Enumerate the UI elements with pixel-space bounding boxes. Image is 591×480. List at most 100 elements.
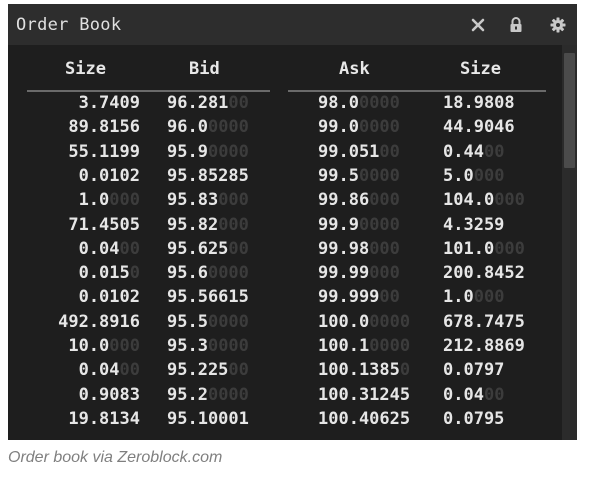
ask-size-value: 5.0 [443,165,474,186]
bid-size-value: 0.0102 [78,287,140,308]
ask-value: 100.0 [318,311,370,332]
bid-size-padding: 000 [109,190,140,211]
order-row[interactable]: 492.8916 95.50000 100.00000 678.7475 [8,312,577,337]
order-row[interactable]: 0.0150 95.60000 99.99000 200.8452 [8,263,577,288]
bid-value: 95.10001 [167,408,249,429]
order-row[interactable]: 0.0102 95.85285 99.50000 5.0000 [8,166,577,191]
order-row[interactable]: 1.0000 95.83000 99.86000 104.0000 [8,190,577,215]
bid-size-value: 1.0 [78,190,110,211]
bid-size-cell: 0.0400 [28,239,140,259]
ask-header-divider [288,90,546,92]
bid-size-cell: 0.0400 [28,360,140,380]
bid-cell: 95.60000 [167,263,277,283]
ask-size-cell: 0.4400 [443,142,553,162]
ask-size-cell: 0.0795 [443,409,553,429]
ask-cell: 99.99000 [318,263,433,283]
order-row[interactable]: 55.1199 95.90000 99.05100 0.4400 [8,142,577,167]
ask-size-cell: 104.0000 [443,190,553,210]
ask-value: 99.86 [318,190,370,211]
bid-cell: 95.22500 [167,360,277,380]
ask-value: 100.1385 [318,360,400,381]
bid-value: 95.3 [167,336,208,356]
ask-cell: 99.86000 [318,190,433,210]
ask-size-value: 101.0 [443,238,495,259]
order-row[interactable]: 0.9083 95.20000 100.31245 0.0400 [8,385,577,410]
order-row[interactable]: 3.7409 96.28100 98.00000 18.9808 [8,93,577,118]
ask-size-value: 1.0 [443,287,474,308]
bid-padding: 0000 [207,336,249,356]
order-row[interactable]: 71.4505 95.82000 99.90000 4.3259 [8,215,577,240]
ask-size-cell: 44.9046 [443,117,553,137]
close-icon[interactable] [463,4,493,45]
header-bid: Bid [189,59,220,79]
ask-size-cell: 678.7475 [443,312,553,332]
ask-size-cell: 0.0400 [443,385,553,405]
bid-size-cell: 89.8156 [28,117,140,137]
bid-value: 96.281 [167,93,229,113]
bid-value: 95.56615 [167,287,249,308]
ask-cell: 99.98000 [318,239,433,259]
order-row[interactable]: 0.0400 95.62500 99.98000 101.0000 [8,239,577,264]
ask-padding: 0000 [358,214,400,235]
order-row[interactable]: 19.8134 95.10001 100.40625 0.0795 [8,409,577,434]
bid-cell: 95.30000 [167,336,277,356]
ask-size-cell: 18.9808 [443,93,553,113]
bid-size-value: 89.8156 [68,117,140,138]
bid-padding: 0000 [207,141,249,162]
order-row[interactable]: 10.0000 95.30000 100.10000 212.8869 [8,336,577,361]
ask-cell: 98.00000 [318,93,433,113]
ask-padding: 000 [369,238,400,259]
bid-size-value: 0.015 [78,263,130,284]
bid-value: 95.5 [167,311,208,332]
bid-value: 96.0 [167,117,208,138]
bid-size-cell: 10.0000 [28,336,140,356]
ask-padding: 0000 [369,336,411,356]
header-bid-size: Size [65,59,106,79]
ask-size-cell: 212.8869 [443,336,553,356]
gear-icon[interactable] [545,4,571,45]
bid-size-cell: 19.8134 [28,409,140,429]
ask-value: 99.99 [318,263,370,284]
ask-value: 99.999 [318,287,380,308]
scrollbar-thumb[interactable] [564,53,575,168]
ask-value: 100.40625 [318,408,411,429]
ask-padding: 00 [379,287,400,308]
lock-icon[interactable] [503,4,529,45]
bid-cell: 95.50000 [167,312,277,332]
bid-size-value: 3.7409 [78,93,140,113]
ask-cell: 99.05100 [318,142,433,162]
bid-header-divider [27,90,270,92]
header-ask-size: Size [460,59,501,79]
ask-value: 99.5 [318,165,359,186]
ask-size-value: 0.0797 [443,360,505,381]
order-row[interactable]: 89.8156 96.00000 99.00000 44.9046 [8,117,577,142]
bid-size-cell: 0.0150 [28,263,140,283]
ask-size-cell: 101.0000 [443,239,553,259]
ask-size-padding: 000 [473,287,505,308]
ask-padding: 000 [369,190,400,211]
bid-cell: 95.20000 [167,385,277,405]
ask-padding: 0 [399,360,411,381]
bid-value: 95.82 [167,214,219,235]
ask-cell: 99.99900 [318,287,433,307]
ask-size-value: 4.3259 [443,214,505,235]
bid-size-value: 19.8134 [68,408,140,429]
bid-padding: 0000 [207,384,249,405]
bid-size-cell: 55.1199 [28,142,140,162]
order-row[interactable]: 0.0400 95.22500 100.13850 0.0797 [8,360,577,385]
ask-size-padding: 000 [473,165,505,186]
order-row[interactable]: 0.0102 95.56615 99.99900 1.0000 [8,287,577,312]
ask-size-cell: 200.8452 [443,263,553,283]
ask-size-value: 0.0795 [443,408,505,429]
scrollbar[interactable] [562,45,577,440]
bid-size-cell: 492.8916 [28,312,140,332]
bid-value: 95.85285 [167,165,249,186]
bid-size-cell: 3.7409 [28,93,140,113]
ask-size-value: 18.9808 [443,93,515,113]
bid-cell: 95.90000 [167,142,277,162]
ask-value: 100.1 [318,336,370,356]
bid-cell: 95.85285 [167,166,277,186]
ask-size-cell: 1.0000 [443,287,553,307]
bid-size-cell: 71.4505 [28,215,140,235]
ask-padding: 000 [369,263,400,284]
